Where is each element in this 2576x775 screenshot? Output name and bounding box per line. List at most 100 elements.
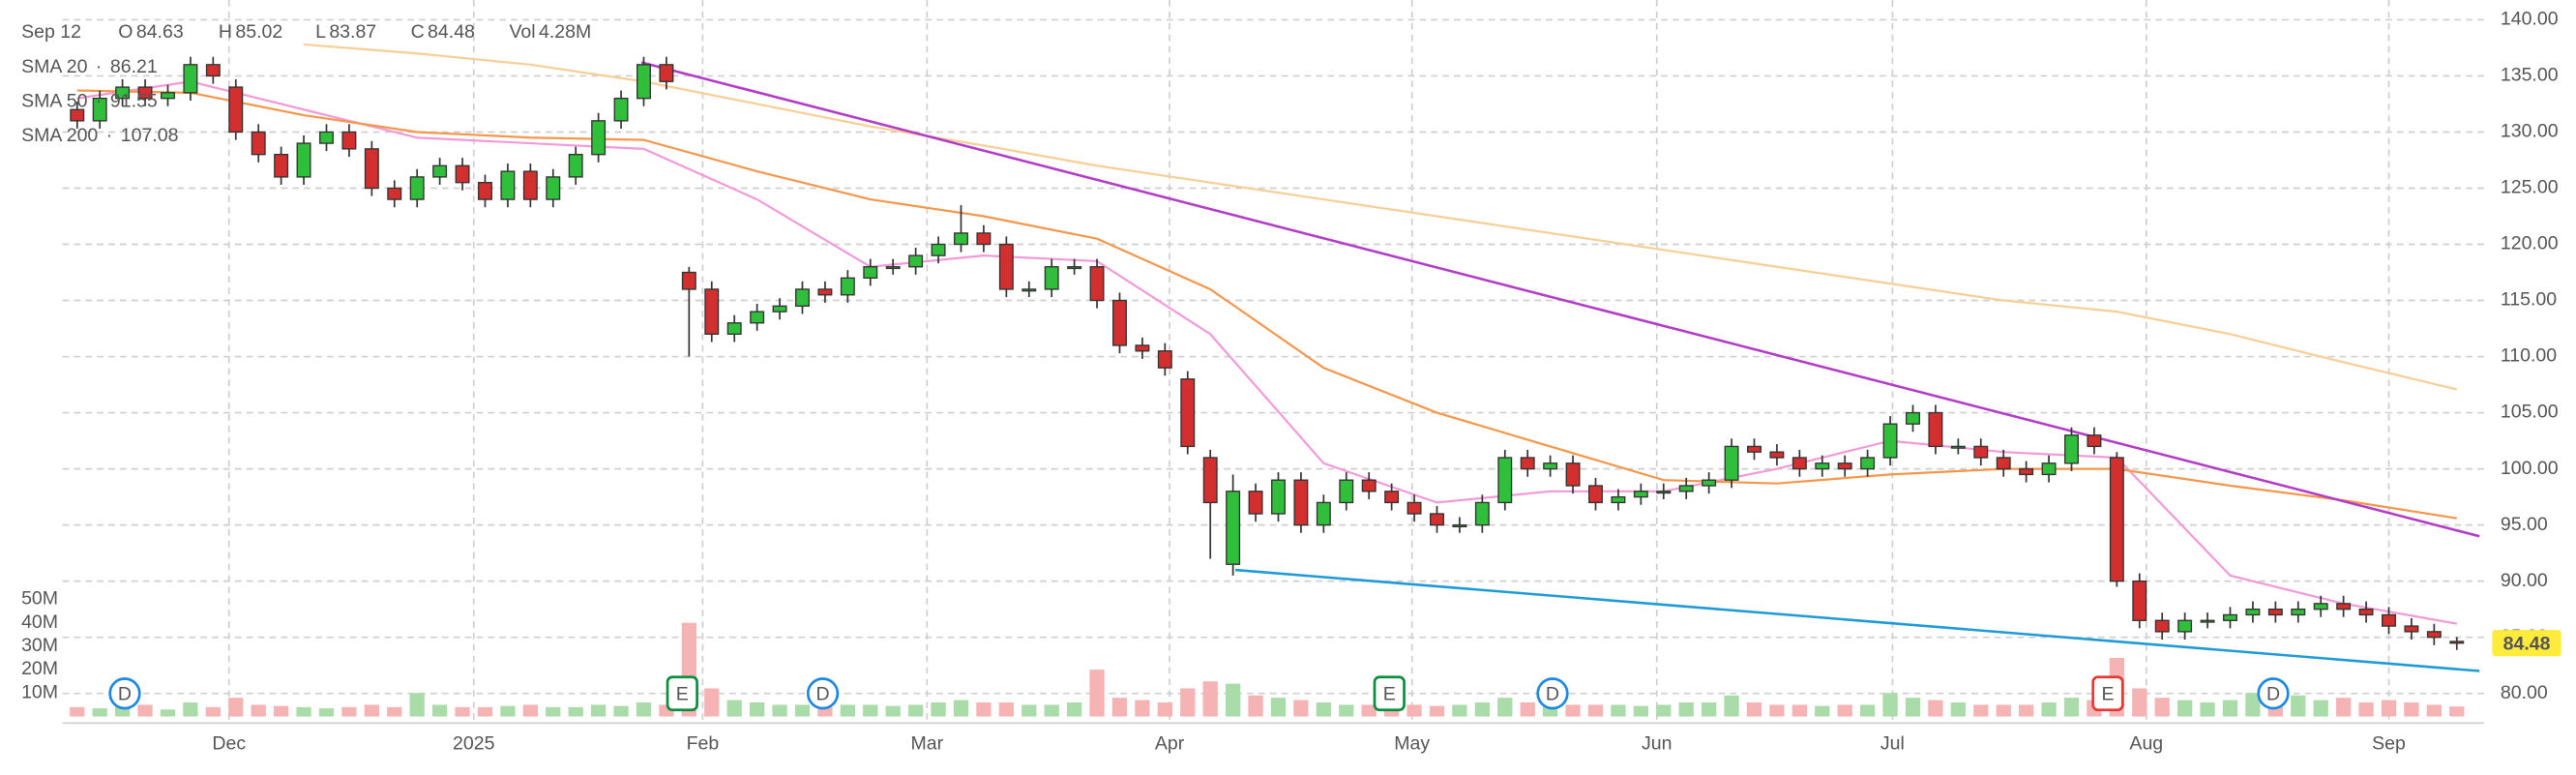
- volume-bar: [1111, 698, 1128, 717]
- candle-body: [2132, 580, 2147, 621]
- header-field-label: H: [219, 21, 232, 43]
- candle-body: [1112, 299, 1127, 346]
- volume-tick-label: 50M: [21, 588, 58, 610]
- event-label: E: [676, 684, 689, 705]
- candle-body: [1656, 491, 1672, 494]
- candle-body: [1135, 344, 1150, 352]
- volume-bar: [2313, 700, 2328, 717]
- candle-body: [364, 148, 379, 190]
- candle-body: [2404, 625, 2419, 633]
- volume-bar: [431, 704, 448, 717]
- candle-body: [998, 243, 1014, 290]
- event-label: D: [118, 684, 132, 705]
- candle-body: [183, 64, 198, 94]
- candle-body: [1293, 479, 1309, 526]
- volume-bar: [2291, 695, 2306, 717]
- x-tick-label: May: [1394, 733, 1430, 755]
- x-tick-label: 2025: [453, 733, 495, 755]
- candle-body: [1747, 445, 1762, 453]
- candle-body: [726, 322, 742, 336]
- candle-body: [2245, 608, 2261, 616]
- volume-bar: [455, 706, 470, 717]
- event-marker: [666, 675, 698, 712]
- candle-body: [2336, 603, 2352, 611]
- volume-bar: [590, 704, 607, 717]
- header-field-label: Vol: [509, 21, 535, 43]
- legend-separator: ·: [106, 125, 112, 146]
- candle-body: [1022, 288, 1037, 292]
- candle-body: [1791, 457, 1807, 470]
- candle-body: [251, 131, 266, 156]
- volume-bar: [1565, 704, 1581, 717]
- legend-name: SMA 200: [21, 125, 98, 146]
- candle-body: [591, 120, 607, 156]
- y-tick-label: 115.00: [2501, 289, 2557, 311]
- volume-bar: [1859, 704, 1876, 717]
- volume-bar: [1882, 693, 1898, 717]
- volume-bar: [2222, 700, 2238, 717]
- volume-bar: [1611, 704, 1626, 717]
- volume-bar: [364, 704, 379, 717]
- volume-bar: [613, 705, 629, 717]
- volume-bar: [568, 706, 583, 717]
- candle-body: [637, 64, 651, 100]
- x-tick-label: Sep: [2372, 733, 2406, 755]
- volume-bar: [1270, 698, 1287, 717]
- volume-bar: [817, 705, 833, 717]
- x-tick-label: Aug: [2129, 733, 2163, 755]
- volume-bar: [704, 688, 720, 717]
- candle-body: [2200, 619, 2215, 623]
- event-marker: [108, 677, 141, 710]
- volume-bar: [2041, 702, 2057, 717]
- candle-body: [659, 64, 674, 82]
- candle-body: [1520, 457, 1535, 470]
- volume-bar: [1973, 704, 1989, 717]
- event-marker: [1536, 677, 1569, 710]
- candle-body: [1406, 501, 1422, 515]
- volume-bar: [1316, 702, 1331, 717]
- volume-bar: [205, 706, 221, 717]
- volume-bar: [953, 700, 969, 717]
- event-marker: [2091, 675, 2124, 712]
- volume-bar: [931, 702, 946, 717]
- volume-bar: [183, 702, 198, 717]
- candle-body: [1996, 457, 2011, 470]
- volume-bar: [1157, 702, 1172, 717]
- volume-bar: [546, 706, 561, 717]
- volume-bar: [1452, 704, 1467, 717]
- event-marker: [806, 677, 840, 710]
- candle-body: [885, 266, 901, 270]
- volume-bar: [772, 704, 787, 717]
- candle-body: [161, 92, 175, 100]
- y-tick-label: 105.00: [2501, 402, 2559, 423]
- volume-tick-label: 20M: [21, 658, 58, 679]
- event-marker: [2257, 677, 2290, 710]
- volume-bar: [726, 700, 742, 717]
- volume-bar: [1497, 698, 1513, 717]
- header-field-value: 85.02: [235, 21, 282, 43]
- candle-body: [70, 108, 85, 122]
- volume-bar: [2132, 688, 2147, 717]
- candle-body: [795, 288, 810, 308]
- event-label: D: [1546, 684, 1559, 705]
- legend-separator: ·: [96, 90, 102, 111]
- volume-bar: [2176, 700, 2193, 717]
- volume-bar: [1520, 702, 1535, 717]
- candle-body: [546, 176, 561, 200]
- volume-bar: [1066, 702, 1082, 717]
- volume-bar: [251, 704, 266, 717]
- candle-body: [1452, 523, 1467, 528]
- event-label: E: [1383, 684, 1396, 705]
- candle-body: [1089, 266, 1105, 302]
- volume-bar: [1724, 695, 1739, 717]
- x-tick-label: Mar: [911, 733, 944, 755]
- candle-body: [2382, 613, 2396, 627]
- x-tick-label: Feb: [687, 733, 720, 755]
- candle-body: [2041, 462, 2057, 476]
- volume-bar: [1678, 702, 1694, 717]
- y-tick-label: 125.00: [2501, 177, 2559, 198]
- candle-body: [1565, 462, 1581, 487]
- candle-body: [1906, 411, 1920, 425]
